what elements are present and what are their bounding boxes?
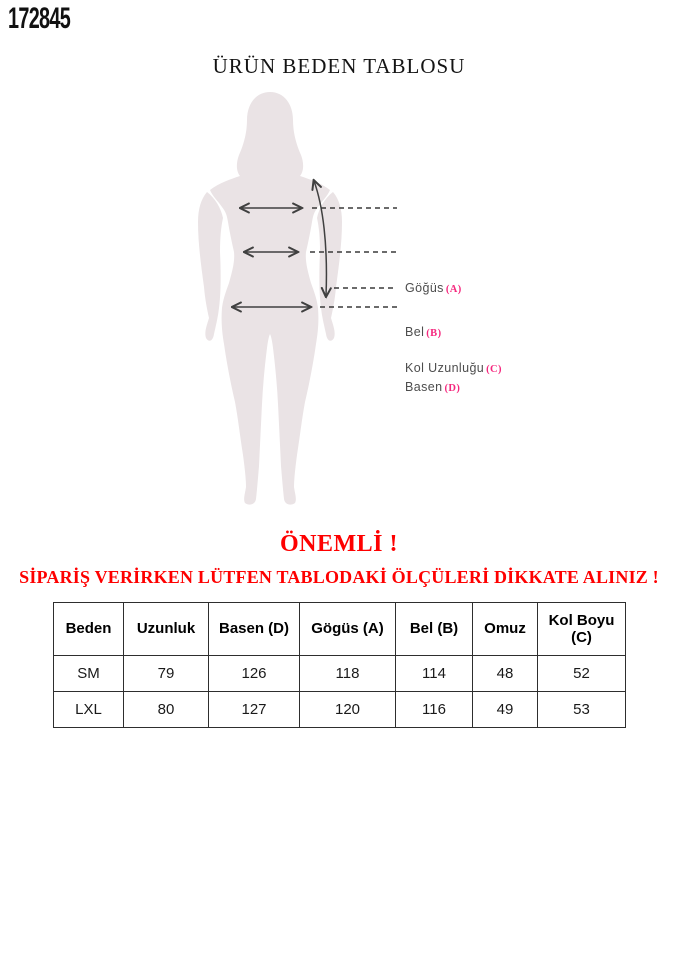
cell-basen: 126 — [208, 655, 300, 692]
label-chest-code: (A) — [445, 284, 462, 295]
cell-kol-boyu: 52 — [537, 655, 626, 692]
label-hip: Basen (D) — [405, 380, 460, 394]
size-table: Beden Uzunluk Basen (D) Gögüs (A) Bel (B… — [53, 602, 626, 728]
cell-uzunluk: 80 — [123, 691, 209, 728]
product-code: 172845 — [8, 2, 71, 35]
sleeve-measure-arrow — [314, 181, 326, 296]
label-hip-code: (D) — [444, 383, 461, 394]
label-waist-text: Bel — [405, 325, 425, 339]
cell-uzunluk: 79 — [123, 655, 209, 692]
cell-bel: 114 — [395, 655, 473, 692]
header-gogus: Gögüs (A) — [299, 602, 396, 656]
label-waist-code: (B) — [426, 328, 442, 339]
cell-size: LXL — [53, 691, 124, 728]
label-sleeve: Kol Uzunluğu (C) — [405, 361, 502, 375]
silhouette-body — [210, 92, 330, 505]
cell-basen: 127 — [208, 691, 300, 728]
header-kol-boyu: Kol Boyu (C) — [537, 602, 626, 656]
cell-bel: 116 — [395, 691, 473, 728]
label-chest-text: Göğüs — [405, 281, 444, 295]
label-sleeve-code: (C) — [486, 364, 502, 375]
label-hip-text: Basen — [405, 380, 443, 394]
cell-gogus: 120 — [299, 691, 396, 728]
notice-subheading: SİPARİŞ VERİRKEN LÜTFEN TABLODAKİ ÖLÇÜLE… — [19, 567, 659, 587]
label-sleeve-text: Kol Uzunluğu — [405, 361, 485, 375]
header-uzunluk: Uzunluk — [123, 602, 209, 656]
header-beden: Beden — [53, 602, 124, 656]
header-omuz: Omuz — [472, 602, 538, 656]
measurement-diagram: Göğüs (A) Bel (B) Kol Uzunluğu (C) Basen (D) — [0, 80, 678, 530]
silhouette-left-arm — [198, 192, 223, 341]
label-waist: Bel (B) — [405, 325, 441, 339]
silhouette-right-arm — [317, 192, 342, 341]
page-title: ÜRÜN BEDEN TABLOSU — [212, 54, 466, 78]
header-bel: Bel (B) — [395, 602, 473, 656]
cell-kol-boyu: 53 — [537, 691, 626, 728]
cell-size: SM — [53, 655, 124, 692]
table-row-lxl: LXL 80 127 120 116 49 53 — [53, 691, 626, 728]
table-row-sm: SM 79 126 118 114 48 52 — [53, 655, 626, 692]
cell-omuz: 48 — [472, 655, 538, 692]
label-chest: Göğüs (A) — [405, 281, 462, 295]
header-basen: Basen (D) — [208, 602, 300, 656]
size-table-header-row: Beden Uzunluk Basen (D) Gögüs (A) Bel (B… — [53, 602, 626, 656]
body-silhouette-figure — [198, 92, 397, 505]
notice-heading: ÖNEMLİ ! — [280, 531, 398, 557]
cell-gogus: 118 — [299, 655, 396, 692]
cell-omuz: 49 — [472, 691, 538, 728]
